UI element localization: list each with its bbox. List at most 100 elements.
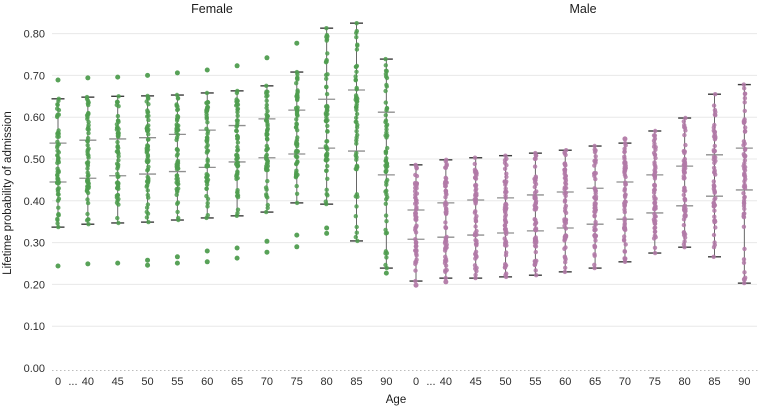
data-point <box>652 207 657 212</box>
data-point <box>443 203 448 209</box>
data-point <box>324 32 330 38</box>
data-point <box>353 214 358 219</box>
data-point <box>205 131 210 136</box>
data-point <box>144 147 150 153</box>
data-point <box>294 154 299 159</box>
data-point <box>324 119 329 124</box>
data-point <box>713 155 718 160</box>
data-point <box>383 118 389 123</box>
data-point <box>621 238 627 243</box>
data-point <box>384 219 389 224</box>
column-female-0 <box>49 77 67 269</box>
data-point <box>324 91 330 97</box>
data-point <box>85 211 90 217</box>
data-point <box>294 111 300 116</box>
outlier-point <box>174 70 180 76</box>
data-point <box>534 273 539 278</box>
data-point <box>472 161 477 167</box>
data-point <box>502 236 507 241</box>
data-point <box>413 244 419 249</box>
data-point <box>562 169 568 175</box>
data-point <box>681 168 686 173</box>
data-point <box>353 77 358 83</box>
data-point <box>175 107 180 113</box>
data-point <box>474 186 479 192</box>
data-point <box>741 191 746 196</box>
data-point <box>175 158 181 164</box>
outlier-point <box>264 249 270 255</box>
data-point <box>414 223 419 228</box>
data-point <box>503 193 508 198</box>
data-point <box>353 194 358 199</box>
data-point <box>503 229 508 235</box>
data-point <box>383 251 388 256</box>
data-point <box>114 99 120 105</box>
data-point <box>235 188 240 193</box>
data-point <box>443 165 448 170</box>
data-point <box>264 163 269 169</box>
data-point <box>742 194 747 200</box>
data-point <box>383 88 388 94</box>
data-point <box>622 226 628 231</box>
data-point <box>115 215 120 221</box>
data-point <box>235 207 241 212</box>
data-point <box>146 176 151 181</box>
data-point <box>473 199 478 204</box>
column-female-45 <box>109 74 127 266</box>
data-point <box>653 128 658 134</box>
data-point <box>175 115 180 121</box>
data-point <box>563 260 568 265</box>
data-point <box>472 155 478 160</box>
data-point <box>235 113 240 119</box>
data-point <box>205 201 210 206</box>
outlier-point <box>294 232 300 238</box>
column-male-55 <box>526 150 544 278</box>
data-point <box>504 163 509 168</box>
data-point <box>294 93 300 98</box>
data-point <box>742 108 747 114</box>
data-point <box>384 188 389 193</box>
data-point <box>741 224 747 229</box>
data-point <box>264 167 270 172</box>
data-point <box>175 132 180 137</box>
data-point <box>712 188 717 193</box>
data-point <box>742 246 747 252</box>
outlier-point <box>85 75 91 81</box>
data-point <box>651 172 657 178</box>
data-point <box>174 153 180 158</box>
column-female-40 <box>79 75 97 267</box>
data-point <box>503 220 508 225</box>
data-point <box>264 102 269 108</box>
data-point <box>175 188 180 193</box>
data-point <box>593 191 598 196</box>
data-point <box>115 113 121 119</box>
data-point <box>115 174 121 180</box>
data-point <box>235 153 240 158</box>
data-point <box>144 209 149 215</box>
data-point <box>295 88 300 93</box>
data-point <box>563 220 569 226</box>
data-point <box>743 125 748 130</box>
facet-title-male: Male <box>569 2 596 16</box>
data-point <box>116 196 121 202</box>
data-point <box>85 200 91 206</box>
data-point <box>384 127 389 132</box>
outlier-point <box>55 263 61 269</box>
data-point <box>651 133 657 138</box>
data-point <box>324 108 330 113</box>
data-point <box>682 188 688 193</box>
data-point <box>205 135 210 140</box>
data-point <box>681 222 687 228</box>
data-point <box>354 129 359 134</box>
data-point <box>205 204 210 209</box>
data-point <box>55 148 60 153</box>
data-point <box>712 160 717 166</box>
data-point <box>324 168 329 173</box>
data-point <box>741 142 746 148</box>
y-tick-label: 0.00 <box>24 363 45 375</box>
data-point <box>234 176 239 182</box>
data-point <box>562 151 567 156</box>
data-point <box>354 47 360 52</box>
column-male-50 <box>497 153 515 280</box>
data-point <box>384 156 389 161</box>
